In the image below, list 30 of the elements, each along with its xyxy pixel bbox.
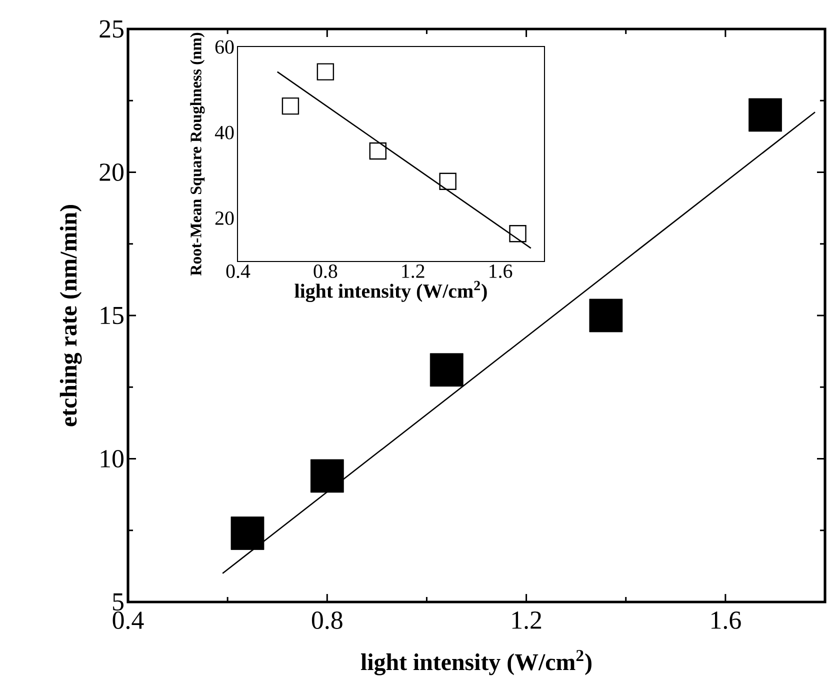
y-tick-label: 20 [215,211,234,225]
point [589,298,623,332]
x-tick-label: 0.4 [112,612,144,630]
y-tick-label: 20 [100,164,124,181]
y-tick-label: 25 [100,20,124,38]
point [310,459,344,493]
x-tick-label: 0.4 [226,264,250,278]
point [282,97,300,115]
y-tick-label: 40 [214,126,234,140]
y-tick-label: 60 [215,40,234,54]
x-tick-label: 0.8 [312,612,342,630]
point [369,142,386,160]
point [316,63,334,80]
x-axis-title: light intensity (W/cm$^{2}$) [360,650,592,676]
point [439,172,456,190]
y-tick-label: 5 [113,593,124,611]
x-axis-title: light intensity (W/cm$^{2}$) [294,280,487,302]
point [748,98,782,132]
y-axis-title: Root-Mean Square Roughness (nm) [190,32,205,276]
y-tick-label: 10 [100,450,124,468]
x-tick-label: 1.6 [490,264,512,278]
point [230,516,264,550]
x-tick-label: 1.2 [402,264,424,278]
x-tick-label: 1.6 [712,612,741,630]
point [509,225,526,242]
y-tick-label: 15 [100,306,124,324]
point [430,353,464,387]
x-tick-label: 0.8 [314,264,338,278]
x-tick-label: 1.2 [512,612,542,630]
y-axis-title: etching rate (nm/min) [60,205,82,426]
